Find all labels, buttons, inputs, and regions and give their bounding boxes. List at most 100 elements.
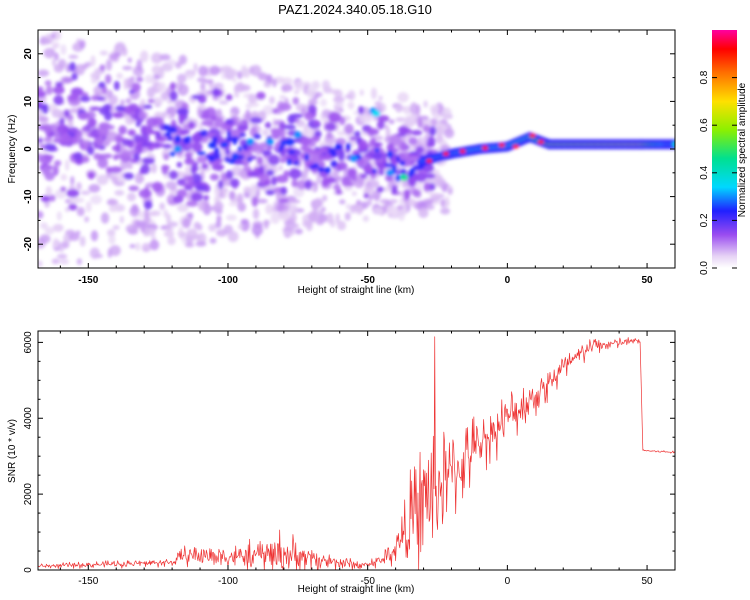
x-tick-label: -50: [360, 576, 375, 587]
heatmap-cell: [262, 129, 270, 137]
heatmap-cell: [242, 166, 252, 172]
heatmap-cell: [209, 237, 217, 244]
heatmap-cell: [218, 100, 229, 105]
heatmap-cell: [441, 107, 452, 120]
heatmap-cell: [215, 221, 222, 229]
heatmap-cell: [138, 188, 152, 199]
heatmap-cell: [60, 173, 68, 181]
heatmap-cell: [87, 117, 97, 128]
heatmap-cell: [184, 151, 193, 158]
heatmap-cell: [314, 197, 324, 208]
colorbar-gradient: [712, 30, 737, 268]
heatmap-cell: [345, 203, 351, 210]
heatmap-cell: [279, 95, 286, 100]
heatmap-cell: [52, 85, 65, 95]
heatmap-cell: [116, 72, 124, 80]
heatmap-cell: [165, 227, 174, 232]
heatmap-cell: [186, 118, 199, 124]
heatmap-cell: [328, 111, 342, 123]
heatmap-cell: [103, 111, 113, 121]
heatmap-cell: [71, 136, 80, 145]
heatmap-cell: [236, 202, 245, 209]
heatmap-cell: [168, 170, 179, 180]
heatmap-cell: [52, 237, 60, 249]
heatmap-cell: [330, 160, 338, 168]
heatmap-cell: [400, 141, 408, 152]
heatmap-cell: [367, 179, 380, 189]
heatmap-cell: [321, 151, 328, 157]
heatmap-cell: [150, 210, 162, 217]
heatmap-cell: [448, 188, 453, 195]
heatmap-cell: [250, 102, 260, 108]
heatmap-cell: [426, 203, 435, 211]
heatmap-cell: [265, 189, 275, 196]
heatmap-layer: [38, 30, 675, 267]
heatmap-cell: [389, 134, 401, 146]
heatmap-cell: [136, 76, 144, 83]
heatmap-cell: [45, 186, 53, 197]
heatmap-cell: [127, 57, 132, 63]
heatmap-cell: [172, 195, 184, 204]
heatmap-cell: [236, 193, 244, 205]
heatmap-cell: [139, 50, 149, 63]
heatmap-cell: [372, 168, 377, 174]
heatmap-cell: [408, 136, 418, 146]
colorbar: 0.0 0.2 0.4 0.6 0.8 Normalized spectral ampl…: [699, 30, 748, 275]
heatmap-cell: [195, 241, 207, 247]
heatmap-cell: [262, 150, 272, 156]
heatmap-cell: [198, 65, 209, 77]
heatmap-cell: [52, 223, 64, 232]
heatmap-cell: [198, 122, 204, 133]
heatmap-cell: [291, 178, 298, 188]
heatmap-cell: [334, 143, 343, 151]
heatmap-cell: [58, 133, 72, 145]
heatmap-cell: [333, 96, 345, 103]
y-tick-label: -20: [23, 237, 34, 252]
spectrogram-x-label: Height of straight line (km): [298, 285, 415, 296]
heatmap-cell: [316, 218, 324, 226]
heatmap-cell: [142, 157, 155, 165]
heatmap-cell: [66, 189, 80, 198]
heatmap-cell: [388, 119, 395, 125]
heatmap-cell: [151, 65, 163, 75]
heatmap-cell: [97, 126, 109, 137]
heatmap-cell: [321, 206, 326, 213]
heatmap-cell: [146, 86, 155, 99]
heatmap-cell: [233, 92, 240, 98]
heatmap-cell: [79, 39, 86, 49]
heatmap-cell: [319, 161, 326, 168]
heatmap-cell: [231, 152, 240, 161]
heatmap-cell: [127, 192, 137, 202]
colorbar-label: Normalized spectral amplitude: [737, 82, 748, 217]
heatmap-cell: [105, 59, 113, 71]
heatmap-cell: [98, 81, 106, 89]
y-tick-label: 20: [23, 48, 34, 60]
heatmap-cell: [85, 201, 92, 213]
heatmap-cell: [278, 102, 292, 112]
heatmap-cell: [373, 142, 381, 147]
heatmap-cell: [59, 259, 70, 265]
heatmap-cell: [211, 136, 219, 144]
heatmap-peak: [529, 133, 536, 138]
heatmap-cell: [344, 212, 351, 221]
heatmap-cell: [112, 225, 120, 230]
heatmap-cell: [41, 103, 49, 114]
heatmap-cell: [349, 204, 357, 214]
heatmap-cell: [55, 81, 63, 87]
colorbar-tick-label: 0.2: [699, 213, 710, 227]
heatmap-cell: [378, 95, 383, 101]
heatmap-cell: [49, 194, 56, 202]
heatmap-cell: [308, 98, 316, 107]
heatmap-cell: [174, 61, 182, 69]
heatmap-cell: [143, 215, 151, 224]
heatmap-cell: [423, 182, 431, 192]
heatmap-cell: [186, 73, 195, 80]
heatmap-cell: [163, 230, 175, 238]
heatmap-cell: [382, 186, 392, 192]
heatmap-cell: [411, 129, 423, 136]
heatmap-cell: [141, 242, 152, 253]
heatmap-cell: [119, 215, 125, 224]
heatmap-cell: [108, 94, 119, 106]
heatmap-cell: [358, 139, 368, 151]
heatmap-cell: [397, 125, 409, 135]
